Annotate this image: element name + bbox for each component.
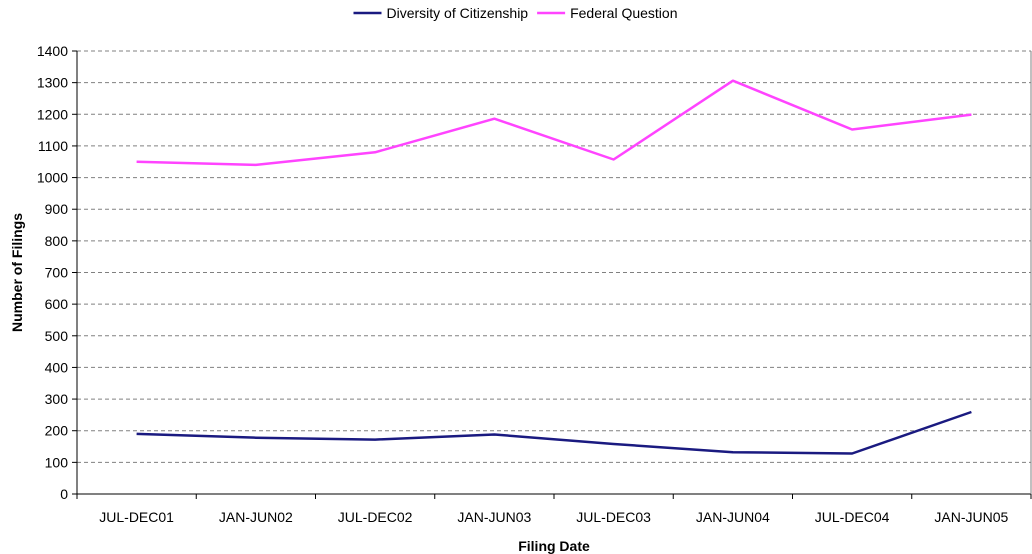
x-tick-label: JAN-JUN02 (219, 509, 293, 525)
series-lines (136, 79, 972, 455)
y-tick-label: 400 (45, 359, 69, 375)
y-tick-label: 700 (45, 265, 69, 281)
y-tick-label: 600 (45, 296, 69, 312)
y-tick-label: 1100 (38, 138, 68, 154)
legend: Diversity of Citizenship Federal Question (353, 5, 678, 21)
x-tick-label: JUL-DEC04 (815, 509, 890, 525)
y-tick-label: 1400 (37, 43, 68, 59)
y-tick-label: 1200 (37, 106, 68, 122)
x-tick-label: JUL-DEC03 (576, 509, 651, 525)
axes (76, 51, 1032, 499)
series-line-1 (136, 79, 972, 167)
x-tick-labels: JUL-DEC01 JAN-JUN02 JUL-DEC02 JAN-JUN03 JUL-… (99, 509, 1008, 525)
y-tick-label: 1000 (37, 170, 68, 186)
y-tick-labels: 0 100 200 300 400 500 600 700 800 900 1000 1100 1200… (37, 43, 68, 502)
x-tick-label: JAN-JUN03 (457, 509, 531, 525)
y-tick-label: 100 (45, 454, 69, 470)
legend-label: Federal Question (570, 5, 677, 21)
x-tick-label: JUL-DEC01 (99, 509, 174, 525)
y-tick-label: 800 (45, 233, 69, 249)
y-axis-title: Number of Filings (9, 213, 25, 332)
y-tick-label: 0 (60, 486, 68, 502)
y-tick-label: 300 (45, 391, 69, 407)
x-tick-label: JAN-JUN04 (696, 509, 770, 525)
gridlines (72, 50, 1031, 495)
x-axis-title: Filing Date (518, 538, 590, 554)
y-tick-label: 200 (45, 423, 69, 439)
legend-label: Diversity of Citizenship (386, 5, 528, 21)
y-tick-label: 1300 (37, 75, 68, 91)
series-line-0 (136, 410, 972, 455)
y-tick-label: 900 (45, 201, 69, 217)
x-tick-label: JAN-JUN05 (934, 509, 1008, 525)
y-tick-label: 500 (45, 328, 69, 344)
x-tick-label: JUL-DEC02 (338, 509, 413, 525)
